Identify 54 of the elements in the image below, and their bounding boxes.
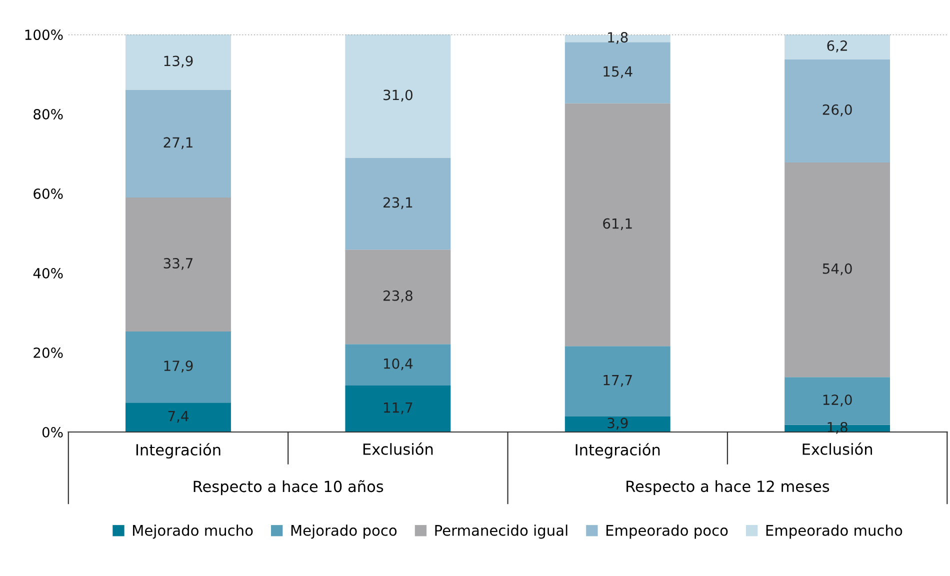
x-tick-label: Exclusión <box>802 442 872 455</box>
bar <box>345 386 451 432</box>
y-tick-label: 20% <box>34 347 63 358</box>
bar <box>784 34 890 60</box>
data-label: 23,1 <box>383 197 412 210</box>
bar <box>345 344 451 386</box>
x-tick-label: Exclusión <box>363 442 433 455</box>
y-tick-label: 100% <box>25 30 63 40</box>
data-label: 54,0 <box>822 263 852 276</box>
bar <box>564 346 670 416</box>
data-label: 15,4 <box>604 66 632 78</box>
bar <box>784 59 890 163</box>
legend-label: Empeorado poco <box>606 524 728 539</box>
bar <box>126 90 231 198</box>
data-label: 17,9 <box>164 360 193 372</box>
y-tick-label: 0% <box>42 426 63 438</box>
y-tick-label: 40% <box>33 268 63 278</box>
bar <box>345 250 451 344</box>
data-label: 6,2 <box>827 40 847 52</box>
x-tick-label: Integración <box>136 443 220 459</box>
data-label: 7,4 <box>168 411 189 423</box>
bar <box>126 198 231 332</box>
data-label: 3,9 <box>608 418 628 430</box>
legend-label: Permanecido igual <box>435 524 568 539</box>
text: Respecto a hace 10 años <box>194 480 384 496</box>
bar <box>345 158 451 250</box>
data-label: 1,8 <box>828 422 848 434</box>
data-label: 26,0 <box>822 104 852 116</box>
legend-label: Mejorado mucho <box>133 524 253 539</box>
bar <box>345 34 451 158</box>
data-label: 27,1 <box>164 137 192 150</box>
data-label: 31,0 <box>384 90 412 102</box>
bar <box>564 103 670 346</box>
legend-label: Empeorado mucho <box>766 524 902 539</box>
bar <box>784 162 890 378</box>
bar <box>126 331 231 403</box>
text: Respecto a hace 12 meses <box>626 480 830 496</box>
data-label: 23,8 <box>383 290 412 302</box>
data-label: 33,7 <box>164 258 193 270</box>
data-label: 10,4 <box>384 358 413 370</box>
x-tick-label: Integración <box>576 443 660 459</box>
data-label: 1,8 <box>608 32 628 44</box>
bar <box>126 402 231 432</box>
legend-label: Mejorado poco <box>291 524 397 539</box>
data-label: 17,7 <box>604 375 632 387</box>
data-label: 13,9 <box>164 56 193 68</box>
data-label: 61,1 <box>603 218 632 230</box>
data-label: 12,0 <box>823 394 852 406</box>
bar <box>126 34 231 90</box>
data-label: 11,7 <box>384 402 412 414</box>
y-tick-label: 60% <box>34 188 63 200</box>
bar <box>564 416 670 432</box>
bar <box>564 42 670 104</box>
y-tick-label: 80% <box>34 109 63 120</box>
